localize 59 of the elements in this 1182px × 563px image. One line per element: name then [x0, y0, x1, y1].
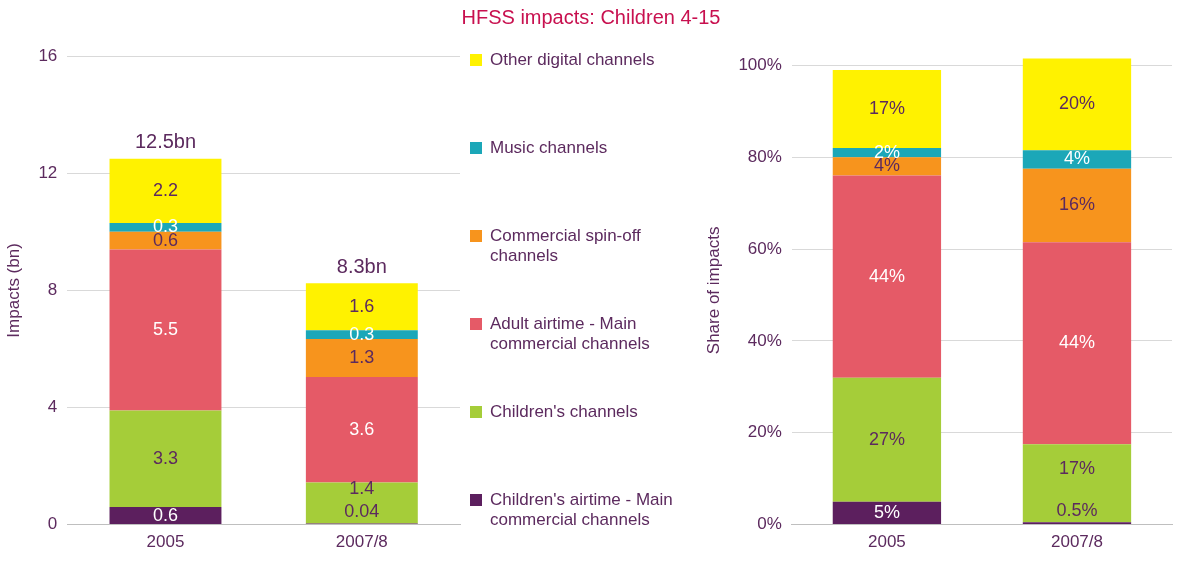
- data-label: 1.6: [349, 295, 375, 316]
- y-tick-label: 8: [47, 280, 58, 300]
- bar: [109, 507, 222, 525]
- y-tick-label: 4: [47, 397, 58, 417]
- data-label: 17%: [868, 97, 905, 118]
- data-label: 2.2: [152, 179, 178, 200]
- data-label: 1.3: [349, 346, 375, 367]
- bar: [1022, 150, 1132, 169]
- y-tick-label: 16: [38, 45, 58, 65]
- bar: [305, 377, 418, 483]
- legend-label: Children's channels: [490, 402, 639, 422]
- y-tick-label: 80%: [747, 146, 782, 166]
- legend-label: Other digital channels: [490, 50, 656, 70]
- legend-label: Commercial spin-off channels: [490, 226, 642, 266]
- x-tick-label: 2005: [868, 532, 906, 552]
- bar: [109, 410, 222, 508]
- bar: [832, 175, 942, 378]
- legend-label: Adult airtime - Main commercial channels: [490, 314, 651, 354]
- legend-label: Children's airtime - Main commercial channels: [490, 490, 674, 530]
- bar: [1022, 58, 1132, 151]
- y-tick-label: 0%: [757, 514, 782, 534]
- bar: [1022, 242, 1132, 445]
- text: HFSS impacts: Children 4-15: [460, 6, 722, 29]
- x-tick-label: 2005: [146, 532, 185, 552]
- data-label: 3.3: [152, 447, 178, 468]
- y-tick-label: 100%: [738, 55, 782, 75]
- data-label: 0.6: [152, 504, 178, 525]
- y-tick-label: 0: [47, 514, 58, 534]
- total-label: 12.5bn: [134, 130, 197, 153]
- data-label: 27%: [868, 428, 905, 449]
- data-label: 5%: [873, 501, 900, 522]
- data-label: 16%: [1058, 194, 1095, 215]
- data-label: 1.4: [349, 477, 375, 498]
- y-tick-label: 60%: [747, 238, 782, 258]
- legend-label: Music channels: [490, 138, 609, 158]
- x-tick-label: 2007/8: [335, 532, 388, 552]
- data-label: 4%: [1063, 148, 1090, 169]
- data-label: 17%: [1058, 458, 1095, 479]
- y-axis-title: Share of impacts: [703, 226, 723, 355]
- x-tick-label: 2007/8: [1050, 532, 1103, 552]
- bar: [832, 377, 942, 502]
- bar: [305, 482, 418, 524]
- bar: [832, 157, 942, 176]
- y-tick-label: 40%: [747, 330, 782, 350]
- y-axis-title: Impacts (bn): [3, 243, 23, 338]
- bar: [1022, 168, 1132, 243]
- y-tick-label: 20%: [747, 422, 782, 442]
- data-label: 3.6: [349, 418, 375, 439]
- data-label: 20%: [1058, 93, 1095, 114]
- y-tick-label: 12: [38, 162, 58, 182]
- bar: [1022, 444, 1132, 523]
- data-label: 0.5%: [1056, 500, 1098, 521]
- bar: [109, 249, 222, 411]
- bar: [305, 339, 418, 378]
- data-label: 44%: [868, 265, 905, 286]
- data-label: 5.5: [152, 318, 178, 339]
- data-label: 0.04: [344, 501, 380, 522]
- data-label: 44%: [1058, 332, 1095, 353]
- total-label: 8.3bn: [336, 254, 387, 277]
